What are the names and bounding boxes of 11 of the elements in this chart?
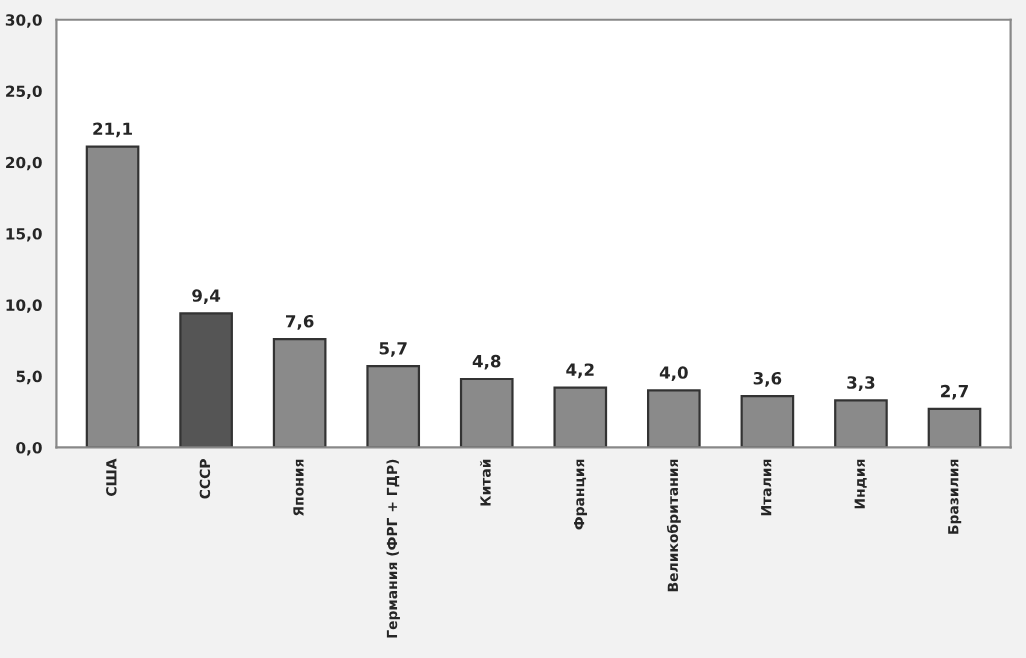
data-label: 4,0 — [659, 366, 688, 381]
data-label: 9,4 — [192, 289, 221, 304]
data-label: 4,8 — [472, 354, 501, 370]
data-label: 3,6 — [753, 371, 782, 387]
data-label: 3,3 — [847, 376, 875, 391]
data-label: 2,7 — [941, 384, 968, 400]
data-label: 21,1 — [93, 122, 132, 138]
data-label: 4,2 — [566, 363, 594, 379]
data-label: 5,7 — [379, 342, 407, 357]
bar — [179, 312, 233, 448]
data-label: 7,6 — [286, 314, 314, 330]
